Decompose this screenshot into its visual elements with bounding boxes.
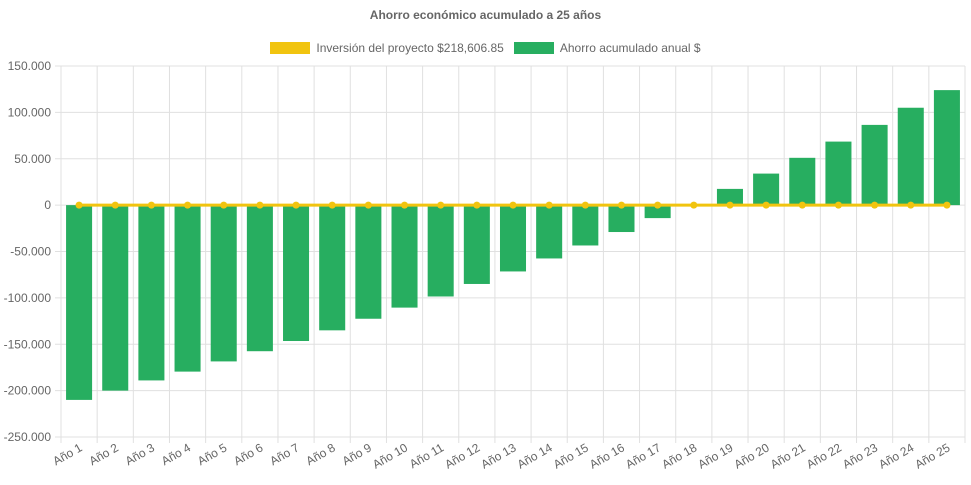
chart-legend: Inversión del proyecto $218,606.85 Ahorr… xyxy=(0,41,971,55)
x-tick-label: Año 7 xyxy=(267,440,301,468)
bar[interactable] xyxy=(210,205,237,362)
x-tick-label: Año 11 xyxy=(407,440,446,471)
x-tick-label: Año 6 xyxy=(231,440,265,468)
x-tick-label: Año 17 xyxy=(623,440,663,471)
investment-point[interactable] xyxy=(437,201,445,209)
y-tick-label: 0 xyxy=(44,198,51,212)
investment-point[interactable] xyxy=(328,201,336,209)
investment-point[interactable] xyxy=(871,201,879,209)
investment-point[interactable] xyxy=(726,201,734,209)
y-tick-label: -200.000 xyxy=(4,384,52,398)
investment-point[interactable] xyxy=(654,201,662,209)
x-tick-label: Año 21 xyxy=(768,440,808,471)
x-tick-label: Año 1 xyxy=(50,440,84,468)
x-tick-label: Año 3 xyxy=(123,440,157,468)
investment-point[interactable] xyxy=(364,201,372,209)
investment-point[interactable] xyxy=(798,201,806,209)
bar[interactable] xyxy=(716,188,743,206)
x-tick-label: Año 5 xyxy=(195,440,229,468)
legend-label-investment: Inversión del proyecto $218,606.85 xyxy=(316,41,504,55)
bar[interactable] xyxy=(536,205,563,259)
investment-point[interactable] xyxy=(256,201,264,209)
x-tick-label: Año 19 xyxy=(696,440,736,471)
bar[interactable] xyxy=(499,205,527,272)
chart-title: Ahorro económico acumulado a 25 años xyxy=(369,8,602,22)
investment-point[interactable] xyxy=(401,201,409,209)
bar[interactable] xyxy=(427,205,454,297)
bar[interactable] xyxy=(933,90,960,206)
investment-point[interactable] xyxy=(111,201,119,209)
investment-point[interactable] xyxy=(509,201,517,209)
investment-point[interactable] xyxy=(184,201,192,209)
x-tick-label: Año 10 xyxy=(370,440,410,471)
bar[interactable] xyxy=(355,205,382,319)
y-tick-label: -150.000 xyxy=(4,337,52,351)
x-tick-label: Año 4 xyxy=(159,440,193,468)
investment-point[interactable] xyxy=(473,201,481,209)
bar[interactable] xyxy=(861,124,888,206)
legend-item-savings[interactable]: Ahorro acumulado anual $ xyxy=(513,41,701,55)
x-tick-label: Año 18 xyxy=(659,440,699,471)
y-tick-label: -50.000 xyxy=(10,245,51,259)
legend-swatch-savings xyxy=(513,42,554,54)
x-tick-label: Año 12 xyxy=(442,440,482,471)
investment-point[interactable] xyxy=(834,201,842,209)
bar[interactable] xyxy=(174,205,201,372)
legend-item-investment[interactable]: Inversión del proyecto $218,606.85 xyxy=(270,41,504,55)
investment-point[interactable] xyxy=(292,201,300,209)
x-tick-label: Año 8 xyxy=(304,440,338,468)
bar[interactable] xyxy=(319,205,346,331)
y-tick-label: -250.000 xyxy=(4,430,52,444)
x-tick-label: Año 14 xyxy=(515,440,555,471)
bar[interactable] xyxy=(897,107,924,206)
bar[interactable] xyxy=(463,205,490,284)
y-tick-label: -100.000 xyxy=(4,291,52,305)
bar[interactable] xyxy=(572,205,599,246)
x-tick-label: Año 13 xyxy=(479,440,519,471)
investment-point[interactable] xyxy=(581,201,589,209)
investment-point[interactable] xyxy=(220,201,228,209)
bar[interactable] xyxy=(608,205,635,233)
x-tick-label: Año 15 xyxy=(551,440,591,471)
x-tick-label: Año 16 xyxy=(587,440,627,471)
x-tick-label: Año 24 xyxy=(876,440,916,471)
x-tick-label: Año 9 xyxy=(340,440,374,468)
investment-point[interactable] xyxy=(943,201,951,209)
bar[interactable] xyxy=(825,141,852,206)
y-tick-label: 50.000 xyxy=(14,152,51,166)
x-tick-label: Año 25 xyxy=(912,440,952,471)
investment-point[interactable] xyxy=(690,201,698,209)
y-tick-label: 150.000 xyxy=(8,59,52,73)
investment-point[interactable] xyxy=(545,201,553,209)
bar[interactable] xyxy=(283,205,310,342)
x-tick-label: Año 2 xyxy=(87,440,121,468)
bar[interactable] xyxy=(138,205,165,381)
investment-point[interactable] xyxy=(147,201,155,209)
x-tick-label: Año 23 xyxy=(840,440,880,471)
bar[interactable] xyxy=(391,205,418,308)
bar[interactable] xyxy=(753,173,780,206)
y-tick-label: 100.000 xyxy=(8,105,52,119)
investment-point[interactable] xyxy=(75,201,83,209)
investment-point[interactable] xyxy=(762,201,770,209)
legend-swatch-investment xyxy=(270,42,311,54)
bar[interactable] xyxy=(644,205,671,219)
x-tick-label: Año 20 xyxy=(732,440,772,471)
legend-label-savings: Ahorro acumulado anual $ xyxy=(559,41,701,55)
bar[interactable] xyxy=(246,205,273,352)
bar[interactable] xyxy=(66,205,93,400)
investment-point[interactable] xyxy=(617,201,625,209)
investment-point[interactable] xyxy=(907,201,915,209)
bar[interactable] xyxy=(102,205,129,391)
bar[interactable] xyxy=(789,157,816,206)
x-tick-label: Año 22 xyxy=(804,440,844,471)
